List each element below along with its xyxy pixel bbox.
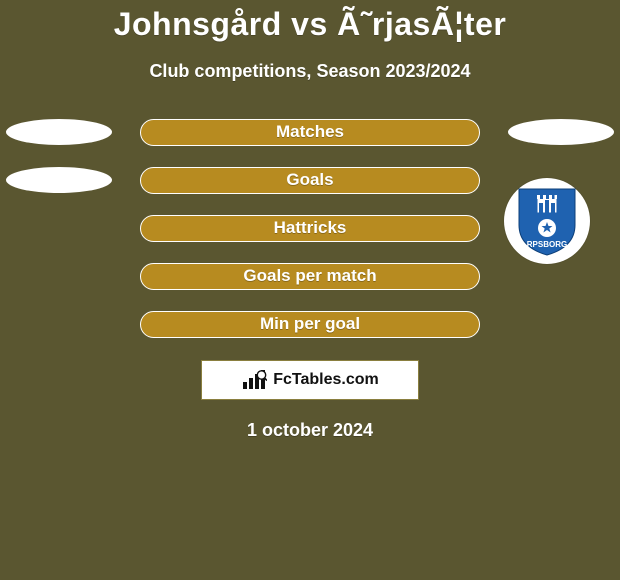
metric-row: Matches [0, 118, 620, 146]
metric-label-pill: Min per goal [140, 311, 480, 338]
left-value-pill [6, 167, 112, 193]
right-value-placeholder [508, 311, 614, 337]
brand-label: FcTables.com [273, 371, 379, 389]
date-line: 1 october 2024 [0, 420, 620, 441]
metric-label-pill: Goals per match [140, 263, 480, 290]
svg-text:RPSBORG: RPSBORG [527, 240, 567, 249]
metric-label-pill: Matches [140, 119, 480, 146]
left-value-pill [6, 119, 112, 145]
metric-label-pill: Hattricks [140, 215, 480, 242]
brand-box[interactable]: FcTables.com [201, 360, 419, 400]
right-value-placeholder [508, 263, 614, 289]
left-value-placeholder [6, 215, 112, 241]
metric-row: Min per goal [0, 310, 620, 338]
club-logo-badge: RPSBORG [504, 178, 590, 264]
left-value-placeholder [6, 263, 112, 289]
metric-row: Goals per match [0, 262, 620, 290]
shield-icon: RPSBORG [516, 185, 578, 257]
bar-chart-icon [241, 369, 267, 391]
left-value-placeholder [6, 311, 112, 337]
page-title: Johnsgård vs Ã˜rjasÃ¦ter [0, 0, 620, 43]
subtitle: Club competitions, Season 2023/2024 [0, 61, 620, 82]
right-value-pill [508, 119, 614, 145]
metric-label-pill: Goals [140, 167, 480, 194]
